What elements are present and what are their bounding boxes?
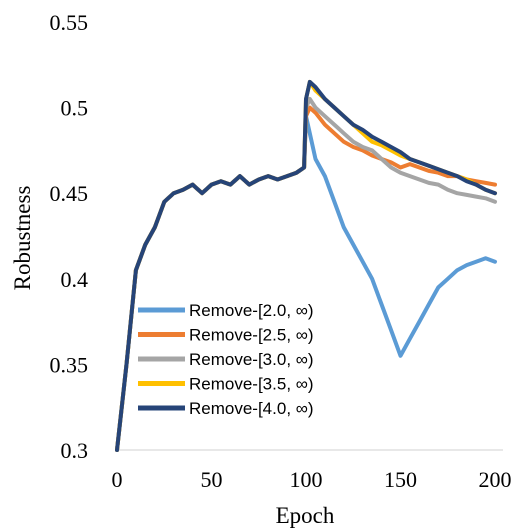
y-tick-label: 0.4 (61, 267, 89, 292)
y-tick-label: 0.5 (61, 96, 89, 121)
legend-label: Remove-[2.0, ∞) (189, 301, 314, 320)
series-line-5 (115, 79, 497, 452)
x-tick-label: 150 (384, 467, 417, 492)
y-tick-label: 0.55 (50, 10, 89, 35)
legend: Remove-[2.0, ∞) Remove-[2.5, ∞) Remove-[3.… (138, 301, 314, 418)
y-tick-label: 0.35 (50, 352, 89, 377)
y-axis-title: Robustness (10, 186, 35, 291)
x-tick-label: 200 (479, 467, 512, 492)
x-tick-label: 100 (290, 467, 323, 492)
legend-label: Remove-[2.5, ∞) (189, 326, 314, 345)
x-tick-label: 0 (112, 467, 123, 492)
x-axis-title: Epoch (276, 503, 335, 528)
x-tick-label: 50 (201, 467, 223, 492)
series-lines (115, 79, 497, 452)
y-tick-label: 0.45 (50, 181, 89, 206)
legend-label: Remove-[3.0, ∞) (189, 350, 314, 369)
legend-label: Remove-[4.0, ∞) (189, 399, 314, 418)
tick-labels: 0.3 0.35 0.4 0.45 0.5 0.55 0 50 100 150 200 (50, 10, 512, 492)
legend-label: Remove-[3.5, ∞) (189, 375, 314, 394)
y-tick-label: 0.3 (61, 438, 89, 463)
